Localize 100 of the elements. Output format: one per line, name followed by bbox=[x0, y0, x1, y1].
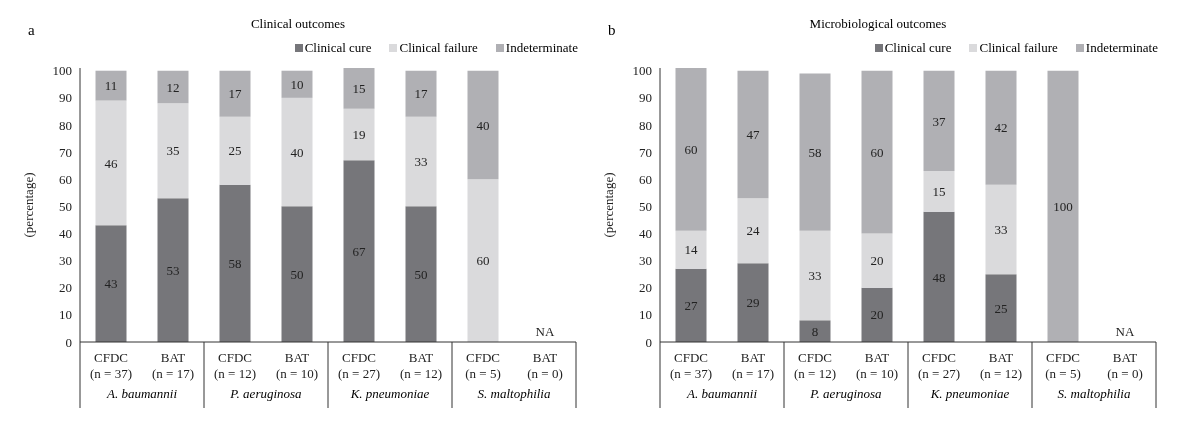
data-label: 8 bbox=[811, 323, 819, 339]
x-tick-label: CFDC (n = 27) bbox=[918, 350, 960, 381]
x-tick-label: BAT (n = 12) bbox=[980, 350, 1022, 381]
bar bbox=[1047, 70, 1079, 342]
legend-label: Indeterminate bbox=[504, 39, 578, 57]
bar bbox=[737, 70, 769, 199]
x-tick-label: BAT (n = 17) bbox=[152, 350, 194, 381]
text: A. baumannii bbox=[685, 386, 759, 402]
text: a bbox=[28, 22, 35, 39]
y-tick-label: 0 bbox=[65, 334, 72, 350]
bar bbox=[95, 100, 127, 226]
bar bbox=[281, 206, 313, 342]
text: S. maltophilia bbox=[1056, 386, 1132, 402]
y-tick-label: 100 bbox=[632, 63, 652, 79]
bar bbox=[281, 70, 313, 98]
bar bbox=[219, 70, 251, 117]
y-tick-label: 100 bbox=[52, 63, 72, 79]
y-tick-label: 80 bbox=[639, 117, 652, 133]
bar bbox=[737, 263, 769, 342]
data-label: 67 bbox=[352, 243, 366, 259]
bar bbox=[985, 274, 1017, 342]
data-label: 40 bbox=[476, 117, 490, 133]
y-tick-label: 70 bbox=[639, 144, 652, 160]
data-label: 25 bbox=[994, 300, 1008, 316]
x-tick-label: BAT (n = 0) bbox=[527, 350, 563, 381]
y-tick-label: 20 bbox=[639, 280, 652, 296]
data-label: 48 bbox=[932, 269, 946, 285]
text: A. baumannii bbox=[105, 386, 179, 402]
x-tick-label: CFDC (n = 27) bbox=[338, 350, 380, 381]
bar bbox=[737, 198, 769, 264]
bar bbox=[861, 70, 893, 234]
x-tick-label: CFDC (n = 37) bbox=[670, 350, 712, 381]
data-label: 60 bbox=[476, 253, 490, 269]
y-tick-label: 60 bbox=[639, 171, 652, 187]
bar bbox=[95, 70, 127, 101]
y-tick-label: 30 bbox=[59, 253, 72, 269]
data-label: 24 bbox=[746, 223, 760, 239]
data-label: 50 bbox=[414, 266, 428, 282]
y-tick-label: 10 bbox=[639, 307, 652, 323]
data-label: 12 bbox=[166, 79, 180, 95]
y-tick-label: 50 bbox=[639, 198, 652, 214]
data-label: 11 bbox=[104, 78, 118, 94]
text: S. maltophilia bbox=[476, 386, 552, 402]
y-tick-label: 10 bbox=[59, 307, 72, 323]
data-label: 15 bbox=[932, 184, 946, 200]
bar bbox=[343, 160, 375, 342]
data-label: 17 bbox=[228, 86, 242, 102]
x-tick-label: BAT (n = 10) bbox=[856, 350, 898, 381]
bar bbox=[985, 70, 1017, 185]
data-label: 42 bbox=[994, 120, 1008, 136]
data-label: 58 bbox=[228, 255, 242, 271]
bar bbox=[467, 179, 499, 342]
bar bbox=[799, 230, 831, 321]
data-label: 17 bbox=[414, 86, 428, 102]
x-tick-label: CFDC (n = 5) bbox=[1045, 350, 1081, 381]
data-label: 10 bbox=[290, 76, 304, 92]
legend-label: Clinical failure bbox=[978, 39, 1058, 57]
x-tick-label: BAT (n = 0) bbox=[1107, 350, 1143, 381]
data-label: 40 bbox=[290, 144, 304, 160]
x-tick-label: BAT (n = 10) bbox=[276, 350, 318, 381]
y-tick-label: 80 bbox=[59, 117, 72, 133]
annotation: NA bbox=[1115, 324, 1135, 339]
chart-title: Microbiological outcomes bbox=[809, 16, 947, 31]
bar bbox=[405, 206, 437, 342]
bar bbox=[343, 108, 375, 161]
data-label: 60 bbox=[684, 142, 698, 157]
data-label: 15 bbox=[352, 80, 366, 96]
y-tick-label: 30 bbox=[639, 253, 652, 269]
data-label: 29 bbox=[746, 295, 760, 311]
annotation: NA bbox=[535, 324, 555, 339]
bar bbox=[157, 103, 189, 199]
bar bbox=[281, 97, 313, 207]
y-tick-label: 40 bbox=[59, 226, 72, 242]
bar bbox=[157, 198, 189, 342]
bar bbox=[405, 116, 437, 207]
y-tick-label: 70 bbox=[59, 144, 72, 160]
data-label: 37 bbox=[932, 113, 946, 129]
data-label: 14 bbox=[684, 242, 698, 258]
bar bbox=[923, 171, 955, 212]
text: P. aeruginosa bbox=[229, 386, 303, 402]
bar bbox=[861, 287, 893, 342]
y-tick-label: 50 bbox=[59, 198, 72, 214]
data-label: 100 bbox=[1053, 198, 1073, 214]
data-label: 60 bbox=[870, 144, 884, 160]
y-tick-label: 90 bbox=[59, 90, 72, 106]
data-label: 53 bbox=[166, 262, 180, 278]
data-label: 50 bbox=[290, 266, 304, 282]
bar bbox=[219, 116, 251, 185]
y-tick-label: 60 bbox=[59, 171, 72, 187]
bar bbox=[675, 68, 707, 231]
data-label: 43 bbox=[104, 276, 118, 292]
bar bbox=[467, 70, 499, 180]
x-tick-label: CFDC (n = 12) bbox=[794, 350, 836, 381]
data-label: 20 bbox=[870, 253, 884, 269]
data-label: 20 bbox=[870, 307, 884, 323]
bar bbox=[405, 70, 437, 117]
bar bbox=[343, 68, 375, 109]
y-axis-title: (percentage) bbox=[600, 172, 616, 238]
bar bbox=[923, 211, 955, 342]
data-label: 33 bbox=[808, 268, 822, 284]
